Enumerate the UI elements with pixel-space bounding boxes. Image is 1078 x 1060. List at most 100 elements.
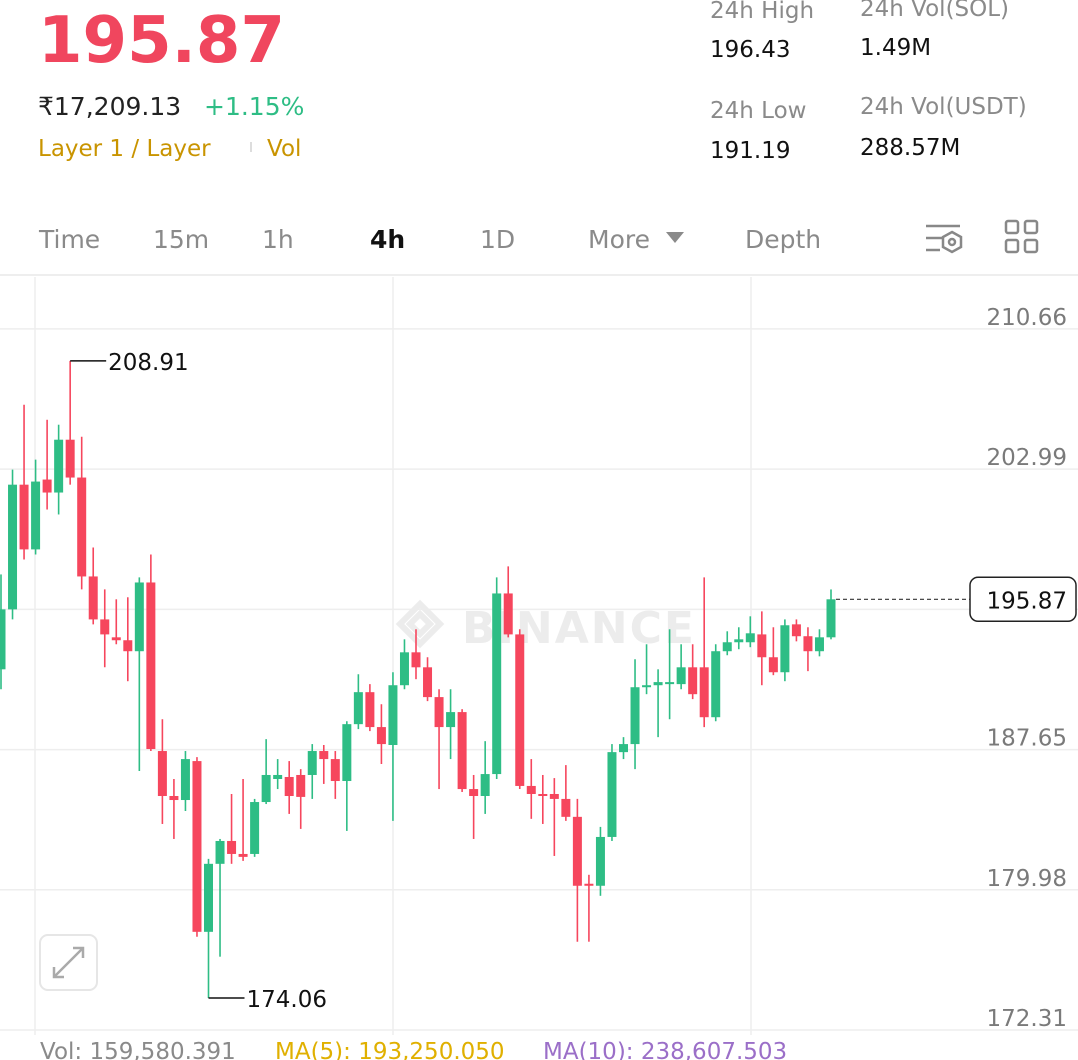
candle-body	[526, 785, 536, 794]
stat-label: 24h Vol(SOL)	[860, 0, 1009, 22]
candle-body	[146, 582, 156, 750]
tab[interactable]: More	[588, 225, 650, 254]
stat-value: 196.43	[710, 37, 790, 63]
candle-body	[54, 439, 64, 493]
stat-value: 1.49M	[860, 35, 931, 61]
candle-body	[342, 724, 352, 782]
ma10-label: MA(10): 238,607.503	[543, 1039, 787, 1060]
plot: 208.91 174.06 195.87	[0, 350, 1077, 1013]
candle-body	[411, 652, 421, 668]
price-change: +1.15%	[204, 92, 304, 121]
tab[interactable]: Depth	[745, 225, 821, 254]
candle-body	[457, 712, 467, 790]
candle-body	[42, 479, 52, 493]
candle-body	[192, 761, 202, 932]
candle-body	[353, 692, 363, 725]
last-price: 195.87	[38, 4, 285, 78]
y-tick-label: 179.98	[987, 866, 1067, 892]
candle-body	[330, 759, 340, 782]
candle-body	[434, 697, 444, 728]
candle-body	[561, 798, 571, 817]
min-label: 174.06	[247, 987, 327, 1013]
tab[interactable]: Time	[38, 225, 100, 254]
candle-body	[111, 637, 121, 641]
candle-body	[653, 682, 663, 686]
candle-body	[250, 802, 260, 854]
tab[interactable]: 1h	[262, 225, 294, 254]
candle-body	[77, 477, 87, 577]
candle-body	[630, 687, 640, 745]
candle-body	[492, 593, 502, 775]
y-tick-label: 202.99	[987, 445, 1067, 471]
candle-body	[607, 752, 617, 837]
candle-body	[780, 625, 790, 673]
volume-label: Vol: 159,580.391	[40, 1039, 236, 1060]
candle-body	[307, 751, 317, 775]
candle-body	[745, 633, 755, 643]
candle-body	[157, 751, 167, 797]
current-price-box	[969, 576, 1077, 623]
candle-body	[261, 774, 271, 803]
tag-separator	[250, 142, 252, 152]
candle-body	[0, 609, 6, 670]
candle-body	[8, 484, 18, 610]
tab-bar: Time 15m 1h 4h 1D More Depth	[38, 225, 821, 254]
candle-body	[665, 682, 675, 685]
y-tick-label: 210.66	[987, 305, 1067, 331]
candle-body	[388, 685, 398, 745]
expand-icon	[52, 946, 85, 979]
candle-body	[204, 863, 213, 932]
tag[interactable]: Layer 1 / Layer	[38, 136, 211, 162]
dropdown-arrow	[666, 232, 684, 243]
candle-body	[515, 634, 525, 786]
candle-body	[549, 793, 559, 799]
candle-body	[296, 774, 306, 797]
candle-body	[227, 840, 237, 854]
candle-body	[619, 744, 628, 753]
candle-body	[284, 776, 294, 797]
candle-body	[734, 639, 744, 643]
candle-body	[273, 774, 283, 779]
settings-icon[interactable]	[926, 224, 963, 254]
candle-body	[757, 634, 767, 658]
candle-body	[31, 481, 41, 550]
candle-body	[238, 853, 248, 857]
candle-body	[722, 642, 732, 652]
tab[interactable]: 15m	[153, 225, 209, 254]
candle-body	[826, 599, 836, 638]
candle-body	[642, 685, 652, 688]
layout-icon[interactable]	[1004, 219, 1039, 254]
tag[interactable]: Vol	[267, 136, 301, 162]
candle-body	[584, 883, 594, 886]
fiat-price: ₹17,209.13	[38, 92, 181, 121]
ma5-label: MA(5): 193,250.050	[275, 1039, 505, 1060]
candle-body	[376, 727, 386, 745]
tab[interactable]: 1D	[480, 225, 515, 254]
candle-body	[100, 619, 110, 635]
candle-body	[814, 637, 824, 652]
stat-value: 288.57M	[860, 135, 960, 161]
candle-body	[572, 816, 582, 886]
candle-body	[169, 796, 179, 801]
max-label: 208.91	[108, 350, 188, 376]
current-price-label: 195.87	[987, 588, 1067, 614]
candle-body	[180, 759, 190, 801]
y-tick-label: 187.65	[987, 726, 1067, 752]
stat-label: 24h Low	[710, 98, 806, 124]
candle-body	[469, 789, 479, 797]
tab[interactable]: 4h	[370, 225, 405, 254]
candle-body	[446, 712, 456, 728]
candle-body	[215, 840, 225, 864]
candle-body	[423, 667, 433, 698]
stat-label: 24h Vol(USDT)	[860, 94, 1027, 120]
candle-body	[19, 484, 29, 550]
candle-body	[768, 657, 778, 673]
candle-body	[791, 624, 801, 637]
candle-body	[503, 593, 513, 635]
candle-body	[134, 582, 144, 652]
candle-body	[480, 774, 490, 797]
stat-value: 191.19	[710, 138, 790, 164]
